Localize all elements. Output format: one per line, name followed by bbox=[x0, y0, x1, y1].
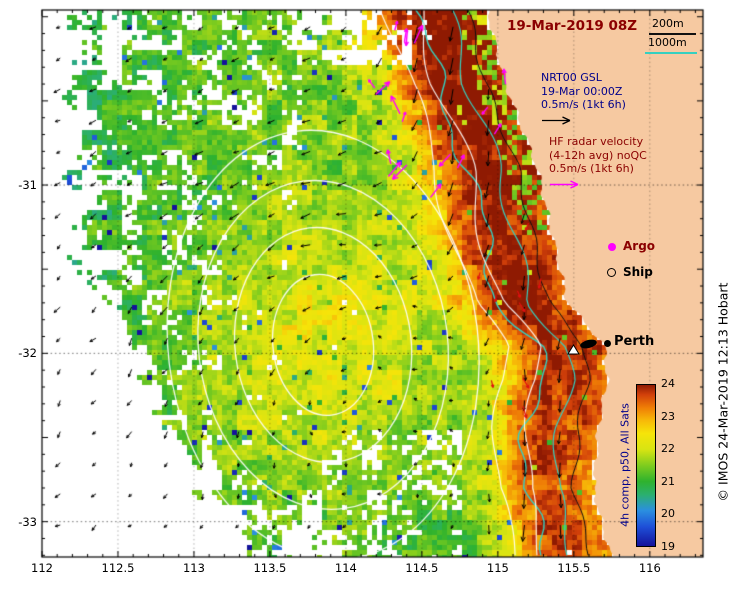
x-tick-label: 113 bbox=[182, 561, 205, 575]
hf-radar-annotation: HF radar velocity (4-12h avg) noQC 0.5m/… bbox=[549, 135, 647, 193]
x-tick-label: 114.5 bbox=[405, 561, 439, 575]
colorbar-tick-label: 24 bbox=[661, 377, 675, 390]
x-tick-label: 115.5 bbox=[557, 561, 591, 575]
gsl-scale-label: 0.5m/s (1kt 6h) bbox=[541, 98, 626, 111]
x-tick-label: 112.5 bbox=[101, 561, 135, 575]
argo-legend-label: Argo bbox=[623, 239, 656, 253]
contour-1000m-line-swatch bbox=[645, 52, 697, 54]
x-tick-label: 112 bbox=[31, 561, 53, 575]
credit-text: © IMOS 24-Mar-2019 12:13 Hobart bbox=[715, 282, 731, 502]
y-tick-label: -32 bbox=[18, 346, 37, 361]
contour-200m-label: 200m bbox=[652, 17, 684, 30]
colorbar-label: 4h comp, p50, All Sats bbox=[618, 403, 632, 527]
y-tick-label: -31 bbox=[18, 178, 37, 193]
x-tick-label: 115 bbox=[486, 561, 509, 575]
hf-qc-label: (4-12h avg) noQC bbox=[549, 148, 647, 162]
perth-city-marker bbox=[604, 340, 611, 347]
argo-marker-icon bbox=[608, 243, 616, 251]
contour-200m-line-swatch bbox=[649, 33, 696, 35]
gsl-source-label: NRT00 GSL bbox=[541, 71, 602, 84]
x-tick-label: 116 bbox=[638, 561, 661, 575]
contour-1000m-label: 1000m bbox=[648, 36, 687, 49]
y-tick-label: -33 bbox=[18, 514, 37, 529]
x-tick-label: 114 bbox=[334, 561, 357, 575]
colorbar-tick-label: 21 bbox=[661, 474, 675, 488]
ship-marker-icon bbox=[607, 268, 616, 277]
colorbar bbox=[636, 384, 656, 547]
ship-legend-label: Ship bbox=[623, 265, 653, 279]
colorbar-tick-label: 23 bbox=[661, 409, 675, 423]
colorbar-tick-label: 19 bbox=[661, 540, 675, 553]
mooring-triangle-marker bbox=[567, 344, 580, 355]
perth-city-label: Perth bbox=[614, 334, 655, 349]
map-datetime-title: 19-Mar-2019 08Z bbox=[507, 18, 638, 34]
gsl-time-label: 19-Mar 00:00Z bbox=[541, 84, 623, 98]
gsl-scale-arrow-icon bbox=[542, 115, 571, 125]
hf-scale-label: 0.5m/s (1kt 6h) bbox=[549, 162, 634, 175]
x-tick-label: 113.5 bbox=[253, 561, 287, 575]
gsl-annotation: NRT00 GSL 19-Mar 00:00Z 0.5m/s (1kt 6h) bbox=[541, 71, 626, 129]
colorbar-tick-label: 20 bbox=[661, 507, 675, 521]
colorbar-tick-label: 22 bbox=[661, 442, 675, 456]
hf-scale-arrow-icon bbox=[550, 179, 579, 189]
hf-title-label: HF radar velocity bbox=[549, 135, 644, 148]
